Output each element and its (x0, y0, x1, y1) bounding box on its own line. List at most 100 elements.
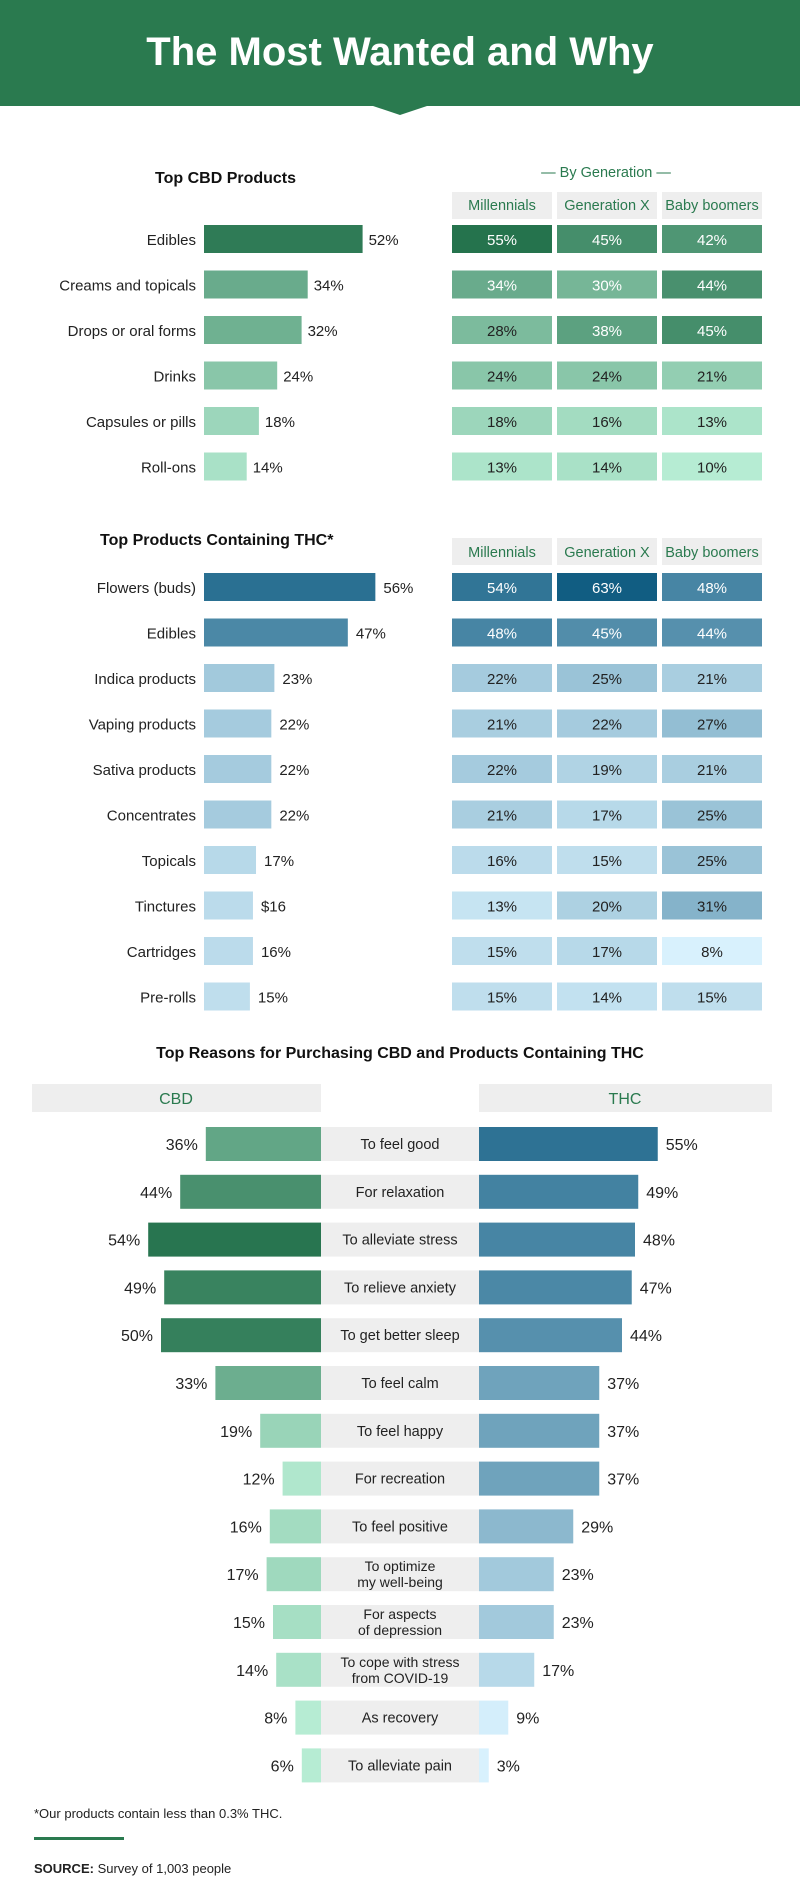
thc-product-bar (204, 664, 275, 692)
cbd-product-value: 34% (314, 278, 344, 295)
cbd-reason-bar (301, 1748, 321, 1783)
thc-reason-value: 47% (640, 1280, 672, 1297)
thc-reason-bar (479, 1700, 509, 1735)
thc-gen-cell (662, 618, 762, 647)
source-label: SOURCE: (34, 1861, 94, 1876)
reason-label-bg (321, 1366, 479, 1400)
thc-product-label: Cartridges (127, 944, 196, 961)
thc-reason-value: 44% (630, 1328, 662, 1345)
thc-gen-value: 27% (697, 717, 727, 734)
cbd-gen-value: 34% (487, 278, 517, 295)
cbd-reason-bar (282, 1461, 321, 1496)
thc-gen-cell (452, 800, 552, 829)
cbd-reason-value: 15% (233, 1615, 265, 1632)
thc-reason-value: 23% (562, 1567, 594, 1584)
footnote: *Our products contain less than 0.3% THC… (34, 1806, 283, 1821)
cbd-gen-value: 16% (592, 414, 622, 431)
thc-gen-value: 21% (697, 762, 727, 779)
cbd-gen-cell (662, 270, 762, 299)
thc-product-bar (204, 891, 253, 920)
thc-reason-bar (479, 1222, 635, 1257)
thc-product-label: Pre-rolls (140, 990, 196, 1007)
cbd-gen-header-1: Generation X (564, 198, 650, 214)
thc-product-value: 23% (282, 671, 312, 688)
thc-gen-value: 13% (487, 899, 517, 916)
cbd-product-value: 32% (308, 323, 338, 340)
thc-gen-value: 25% (697, 853, 727, 870)
thc-gen-cell (452, 982, 552, 1011)
reason-label: of depression (358, 1622, 442, 1638)
cbd-gen-value: 45% (697, 323, 727, 340)
reason-label-bg (321, 1557, 479, 1592)
thc-product-bar (204, 709, 272, 738)
reason-label: from COVID-19 (352, 1670, 449, 1686)
thc-reason-bar (479, 1461, 600, 1496)
cbd-product-bar (204, 452, 247, 481)
thc-product-bar (204, 846, 257, 874)
page-title: The Most Wanted and Why (146, 30, 654, 74)
thc-gen-header-bg (557, 538, 657, 565)
thc-reason-bar (479, 1652, 535, 1687)
source-line: SOURCE: Survey of 1,003 people (34, 1861, 231, 1876)
cbd-gen-cell (557, 316, 657, 344)
thc-product-value: 16% (261, 944, 291, 961)
reason-label: For aspects (363, 1606, 436, 1622)
thc-reason-value: 17% (542, 1663, 574, 1680)
thc-gen-value: 22% (487, 671, 517, 688)
thc-gen-value: 15% (697, 990, 727, 1007)
cbd-reason-value: 54% (108, 1233, 140, 1250)
thc-reason-bar (479, 1557, 554, 1592)
thc-gen-cell (557, 573, 657, 601)
cbd-gen-value: 13% (697, 414, 727, 431)
cbd-gen-cell (452, 270, 552, 299)
thc-gen-cell (452, 891, 552, 920)
thc-gen-value: 17% (592, 944, 622, 961)
cbd-product-bar (204, 316, 302, 344)
thc-gen-cell (662, 664, 762, 692)
cbd-gen-header-bg (662, 192, 762, 219)
reason-label: As recovery (362, 1711, 439, 1727)
thc-gen-cell (557, 755, 657, 783)
reason-label: To cope with stress (340, 1654, 459, 1670)
cbd-reason-bar (180, 1174, 321, 1209)
cbd-gen-cell (662, 361, 762, 390)
cbd-gen-value: 28% (487, 323, 517, 340)
cbd-gen-cell (662, 316, 762, 344)
cbd-product-bar (204, 407, 259, 435)
cbd-reason-value: 19% (220, 1424, 252, 1441)
cbd-product-value: 52% (369, 232, 399, 249)
thc-gen-header-0: Millennials (468, 545, 536, 561)
thc-product-label: Sativa products (93, 762, 196, 779)
thc-products-title: Top Products Containing THC* (100, 532, 334, 549)
cbd-gen-cell (662, 452, 762, 481)
source-divider (34, 1837, 124, 1840)
cbd-product-value: 24% (283, 369, 313, 386)
cbd-reason-bar (266, 1557, 321, 1592)
header-banner: The Most Wanted and Why (0, 0, 800, 106)
thc-product-bar (204, 573, 376, 601)
thc-reason-bar (479, 1605, 554, 1639)
thc-gen-value: 16% (487, 853, 517, 870)
cbd-series-header: CBD (159, 1091, 193, 1108)
thc-reason-bar (479, 1318, 622, 1353)
thc-reason-value: 37% (607, 1376, 639, 1393)
thc-gen-cell (662, 709, 762, 738)
thc-gen-cell (557, 618, 657, 647)
cbd-gen-value: 38% (592, 323, 622, 340)
reason-label: To get better sleep (340, 1328, 459, 1344)
cbd-gen-cell (452, 225, 552, 253)
reason-label: my well-being (357, 1574, 443, 1590)
cbd-product-label: Edibles (147, 232, 196, 249)
reason-label-bg (321, 1318, 479, 1353)
reason-label: To feel good (360, 1137, 439, 1153)
cbd-reason-bar (148, 1222, 321, 1257)
cbd-gen-header-2: Baby boomers (665, 198, 759, 214)
cbd-reason-value: 44% (140, 1185, 172, 1202)
cbd-gen-cell (557, 452, 657, 481)
reason-label: To alleviate stress (342, 1233, 457, 1249)
thc-gen-value: 14% (592, 990, 622, 1007)
thc-gen-cell (557, 891, 657, 920)
thc-gen-cell (452, 664, 552, 692)
thc-gen-cell (557, 937, 657, 965)
reason-label: To feel positive (352, 1519, 448, 1535)
